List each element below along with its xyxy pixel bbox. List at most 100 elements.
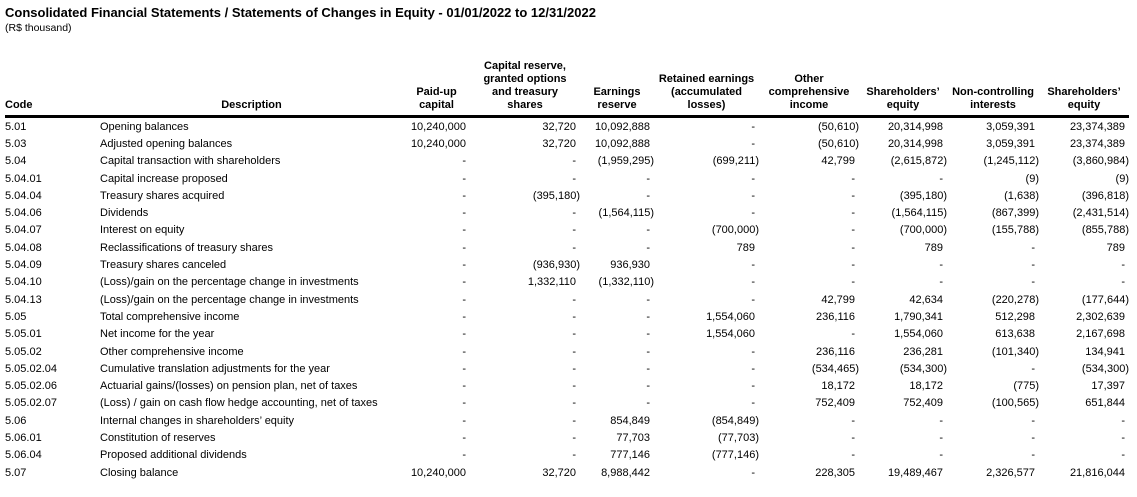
cell-paid-up-capital: 10,240,000: [410, 137, 466, 150]
cell-retained-earnings: 1,554,060: [706, 328, 755, 341]
cell-total-shareholders-equity: 17,397: [1091, 380, 1125, 393]
cell-retained-earnings: -: [751, 345, 755, 358]
cell-shareholders-equity: 1,790,341: [894, 310, 943, 323]
col-header-total-shareholders-equity: Shareholders’ equity: [1039, 60, 1129, 118]
table-row: 5.05.01 Net income for the year - - - 1,…: [5, 326, 1129, 343]
cell-description: Proposed additional dividends: [100, 449, 247, 462]
cell-paid-up-capital: -: [462, 414, 466, 427]
cell-other-comprehensive-income: -: [851, 207, 855, 220]
table-row: 5.06.04 Proposed additional dividends - …: [5, 447, 1129, 464]
cell-other-comprehensive-income: 752,409: [815, 397, 855, 410]
cell-total-shareholders-equity: 23,374,389: [1069, 120, 1125, 133]
cell-retained-earnings: -: [751, 172, 755, 185]
cell-shareholders-equity: 789: [924, 241, 943, 254]
cell-retained-earnings: -: [751, 189, 755, 202]
cell-code: 5.04.09: [5, 259, 42, 272]
cell-code: 5.07: [5, 466, 27, 479]
cell-retained-earnings: -: [751, 120, 755, 133]
cell-non-controlling-interests: 3,059,391: [986, 137, 1035, 150]
cell-non-controlling-interests: -: [1031, 362, 1035, 375]
table-row: 5.05.02.04 Cumulative translation adjust…: [5, 360, 1129, 377]
table-row: 5.04.10 (Loss)/gain on the percentage ch…: [5, 274, 1129, 291]
cell-earnings-reserve: 8,988,442: [601, 466, 650, 479]
cell-total-shareholders-equity: (3,860,984): [1072, 155, 1129, 168]
cell-code: 5.01: [5, 120, 27, 133]
table-row: 5.05.02.07 (Loss) / gain on cash flow he…: [5, 395, 1129, 412]
col-header-paid-up-capital: Paid-up capital: [403, 60, 470, 118]
cell-capital-reserve: -: [572, 207, 576, 220]
cell-description: Internal changes in shareholders’ equity: [100, 414, 295, 427]
cell-retained-earnings: (77,703): [718, 431, 759, 444]
table-row: 5.04.07 Interest on equity - - - (700,00…: [5, 222, 1129, 239]
cell-non-controlling-interests: -: [1031, 259, 1035, 272]
cell-paid-up-capital: -: [462, 224, 466, 237]
col-header-non-controlling-interests: Non-controlling interests: [947, 60, 1039, 118]
cell-description: Cumulative translation adjustments for t…: [100, 362, 330, 375]
cell-other-comprehensive-income: -: [851, 172, 855, 185]
cell-shareholders-equity: (1,564,115): [891, 207, 947, 220]
cell-earnings-reserve: -: [646, 189, 650, 202]
cell-retained-earnings: -: [751, 380, 755, 393]
cell-total-shareholders-equity: (177,644): [1081, 293, 1129, 306]
cell-shareholders-equity: (534,300): [899, 362, 947, 375]
page-title: Consolidated Financial Statements / Stat…: [5, 5, 596, 20]
cell-shareholders-equity: -: [939, 172, 943, 185]
cell-paid-up-capital: -: [462, 310, 466, 323]
cell-non-controlling-interests: (155,788): [991, 224, 1039, 237]
cell-other-comprehensive-income: -: [851, 189, 855, 202]
cell-total-shareholders-equity: -: [1121, 449, 1125, 462]
cell-total-shareholders-equity: (9): [1115, 172, 1129, 185]
cell-capital-reserve: -: [572, 431, 576, 444]
cell-paid-up-capital: -: [462, 345, 466, 358]
cell-earnings-reserve: -: [646, 224, 650, 237]
cell-non-controlling-interests: -: [1031, 431, 1035, 444]
cell-shareholders-equity: 42,634: [909, 293, 943, 306]
cell-capital-reserve: 32,720: [542, 137, 576, 150]
cell-description: Net income for the year: [100, 328, 215, 341]
cell-shareholders-equity: (395,180): [899, 189, 947, 202]
cell-paid-up-capital: -: [462, 362, 466, 375]
cell-total-shareholders-equity: -: [1121, 276, 1125, 289]
cell-code: 5.05.02.04: [5, 362, 57, 375]
cell-retained-earnings: -: [751, 137, 755, 150]
cell-paid-up-capital: -: [462, 380, 466, 393]
cell-description: Dividends: [100, 207, 149, 220]
cell-earnings-reserve: 854,849: [610, 414, 650, 427]
cell-code: 5.06.04: [5, 449, 42, 462]
cell-description: Actuarial gains/(losses) on pension plan…: [100, 380, 358, 393]
table-row: 5.04.01 Capital increase proposed - - - …: [5, 170, 1129, 187]
cell-retained-earnings: -: [751, 466, 755, 479]
cell-earnings-reserve: 77,703: [616, 431, 650, 444]
cell-earnings-reserve: 10,092,888: [594, 137, 650, 150]
cell-retained-earnings: -: [751, 293, 755, 306]
cell-shareholders-equity: -: [939, 414, 943, 427]
cell-earnings-reserve: -: [646, 293, 650, 306]
cell-retained-earnings: -: [751, 259, 755, 272]
cell-total-shareholders-equity: 2,167,698: [1076, 328, 1125, 341]
cell-earnings-reserve: -: [646, 172, 650, 185]
cell-paid-up-capital: -: [462, 293, 466, 306]
cell-code: 5.04.10: [5, 276, 42, 289]
cell-other-comprehensive-income: -: [851, 224, 855, 237]
cell-paid-up-capital: -: [462, 189, 466, 202]
cell-retained-earnings: -: [751, 207, 755, 220]
cell-code: 5.04.07: [5, 224, 42, 237]
cell-non-controlling-interests: 512,298: [995, 310, 1035, 323]
cell-capital-reserve: -: [572, 293, 576, 306]
cell-total-shareholders-equity: (534,300): [1081, 362, 1129, 375]
table-row: 5.06.01 Constitution of reserves - - 77,…: [5, 429, 1129, 446]
cell-other-comprehensive-income: (50,610): [818, 120, 859, 133]
cell-capital-reserve: (395,180): [532, 189, 580, 202]
cell-capital-reserve: -: [572, 224, 576, 237]
table-row: 5.03 Adjusted opening balances 10,240,00…: [5, 135, 1129, 152]
cell-description: Treasury shares canceled: [100, 259, 227, 272]
cell-shareholders-equity: 20,314,998: [887, 120, 943, 133]
cell-capital-reserve: 32,720: [542, 466, 576, 479]
cell-other-comprehensive-income: (534,465): [811, 362, 859, 375]
cell-code: 5.05.02: [5, 345, 42, 358]
cell-other-comprehensive-income: 236,116: [816, 345, 855, 358]
cell-paid-up-capital: -: [462, 397, 466, 410]
cell-earnings-reserve: (1,564,115): [598, 207, 654, 220]
cell-description: (Loss)/gain on the percentage change in …: [100, 276, 359, 289]
cell-code: 5.06.01: [5, 431, 42, 444]
